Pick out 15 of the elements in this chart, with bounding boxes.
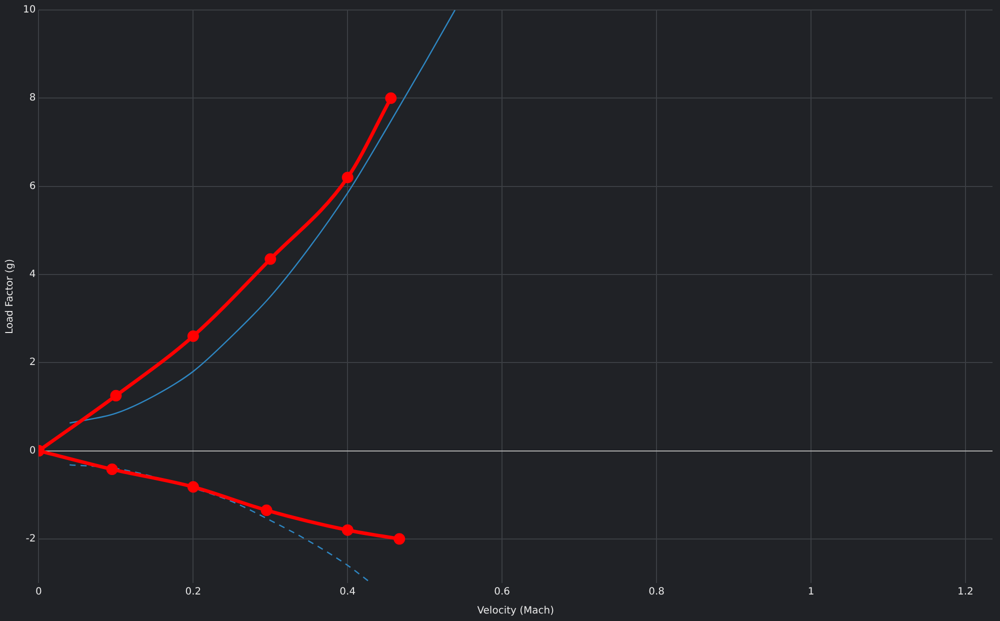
- x-tick-label: 0.8: [648, 586, 665, 598]
- x-tick-label: 1.2: [958, 586, 974, 598]
- y-tick-label: 4: [29, 269, 36, 280]
- y-tick-label: 0: [29, 445, 36, 456]
- y-tick-label: 2: [29, 357, 36, 368]
- y-tick-label: 10: [22, 4, 36, 16]
- x-axis-title: Velocity (Mach): [477, 606, 554, 617]
- y-tick-label: 6: [29, 180, 36, 192]
- x-tick-label: 1: [808, 586, 814, 598]
- x-tick-label: 0.2: [185, 586, 202, 598]
- x-tick-label: 0.6: [494, 586, 510, 598]
- y-tick-label: 8: [29, 92, 36, 104]
- y-tick-label: -2: [26, 534, 36, 545]
- x-tick-label: 0.4: [340, 586, 356, 598]
- y-axis-title: Load Factor (g): [4, 258, 16, 334]
